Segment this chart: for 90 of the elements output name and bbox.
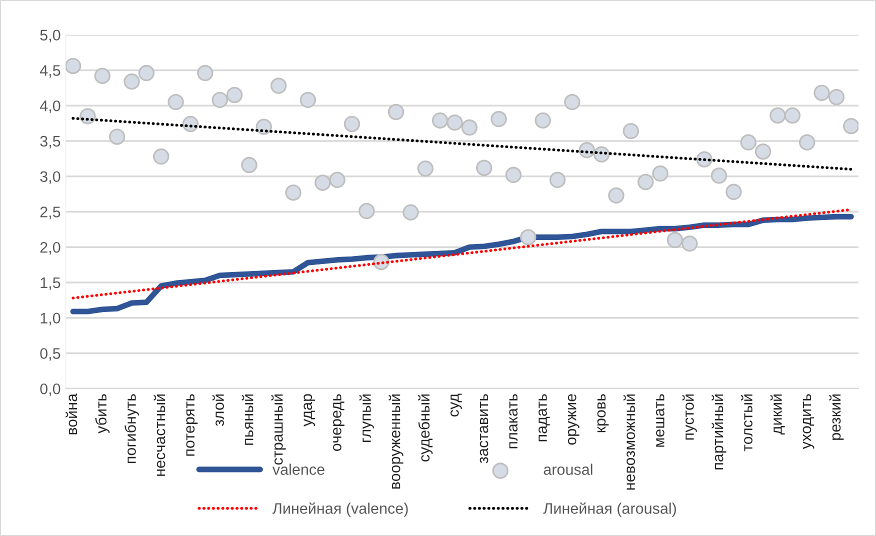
point [402, 204, 419, 221]
point [814, 84, 830, 101]
x-tick-label: несчастный [154, 394, 166, 476]
point [94, 68, 111, 84]
y-tick-label: 3,5 [40, 136, 60, 148]
point [270, 78, 287, 94]
y-tick-label: 0,5 [40, 348, 60, 361]
y-tick-label: 1,5 [40, 277, 60, 290]
point [726, 184, 742, 200]
point [666, 232, 684, 248]
point [828, 88, 845, 106]
legend-label: valence [272, 464, 324, 475]
point [388, 104, 404, 120]
x-tick-label: злой [212, 394, 224, 426]
point [66, 58, 82, 74]
x-tick-label: резкий [829, 394, 844, 440]
point [622, 122, 640, 140]
point [138, 64, 155, 82]
point [710, 168, 728, 184]
x-tick-label: суд [450, 394, 462, 416]
x-tick-label: заставить [480, 394, 488, 464]
point [432, 112, 448, 129]
point [534, 112, 551, 129]
point [608, 187, 624, 204]
point [329, 172, 346, 188]
x-tick-label: глупый [359, 394, 374, 442]
point [652, 165, 668, 182]
point [637, 174, 654, 190]
y-tick-label: 5,0 [40, 30, 60, 42]
x-tick-label: падать [538, 394, 550, 442]
point [843, 118, 858, 134]
x-tick-label: вооруженный [388, 394, 404, 489]
x-tick-label: страшный [271, 394, 286, 465]
x-tick-label: судебный [418, 394, 433, 462]
point [285, 184, 302, 201]
x-tick-label: плакать [509, 394, 518, 448]
x-tick-label: кровь [597, 394, 609, 432]
point [314, 174, 331, 191]
point [241, 156, 258, 174]
point [754, 143, 772, 160]
legend-label: Линейная (valence) [272, 502, 408, 517]
point [505, 166, 522, 184]
point [446, 114, 463, 131]
point [564, 94, 580, 110]
x-tick-label: очередь [333, 394, 344, 451]
y-tick-label: 4,0 [40, 100, 60, 114]
point [108, 128, 126, 145]
legend-label: arousal [544, 464, 592, 475]
point [197, 64, 214, 82]
y-tick-label: 2,0 [40, 242, 60, 255]
point [226, 86, 243, 104]
point [490, 110, 507, 128]
point [168, 94, 184, 110]
point [124, 73, 140, 90]
x-tick-label: оружие [568, 394, 580, 445]
x-tick-label: пьяный [242, 394, 254, 445]
y-tick-label: 3,0 [40, 171, 60, 184]
y-tick-label: 1,0 [40, 312, 60, 326]
x-tick-label: уходить [802, 394, 814, 450]
point [798, 134, 816, 150]
x-tick-label: толстый [740, 394, 752, 452]
point [153, 148, 170, 165]
point [344, 116, 360, 132]
x-tick-label: партийный [712, 394, 726, 470]
point [784, 107, 801, 124]
y-tick-label: 4,5 [40, 65, 60, 78]
point [476, 160, 492, 176]
point [417, 160, 434, 177]
x-tick-label: мешать [656, 394, 664, 447]
point [549, 172, 566, 188]
x-tick-label: удар [304, 394, 316, 426]
x-tick-label: война [66, 393, 78, 434]
x-tick-label: пустой [682, 394, 697, 440]
point [358, 202, 375, 220]
point [682, 235, 698, 252]
point [770, 107, 786, 124]
point [212, 92, 228, 108]
y-tick-label: 2,5 [40, 206, 60, 220]
x-tick-label: убить [95, 394, 110, 434]
x-tick-label: невозможный [624, 394, 636, 490]
legend-label: Линейная (arousal) [543, 502, 676, 517]
point [740, 134, 756, 150]
point [300, 92, 316, 108]
point [461, 119, 478, 136]
x-tick-label: дикий [770, 394, 785, 435]
x-tick-label: потерять [186, 394, 198, 456]
y-tick-label: 0,0 [40, 383, 60, 396]
point [256, 118, 272, 135]
point [520, 229, 536, 246]
x-tick-label: погибнуть [124, 394, 139, 464]
